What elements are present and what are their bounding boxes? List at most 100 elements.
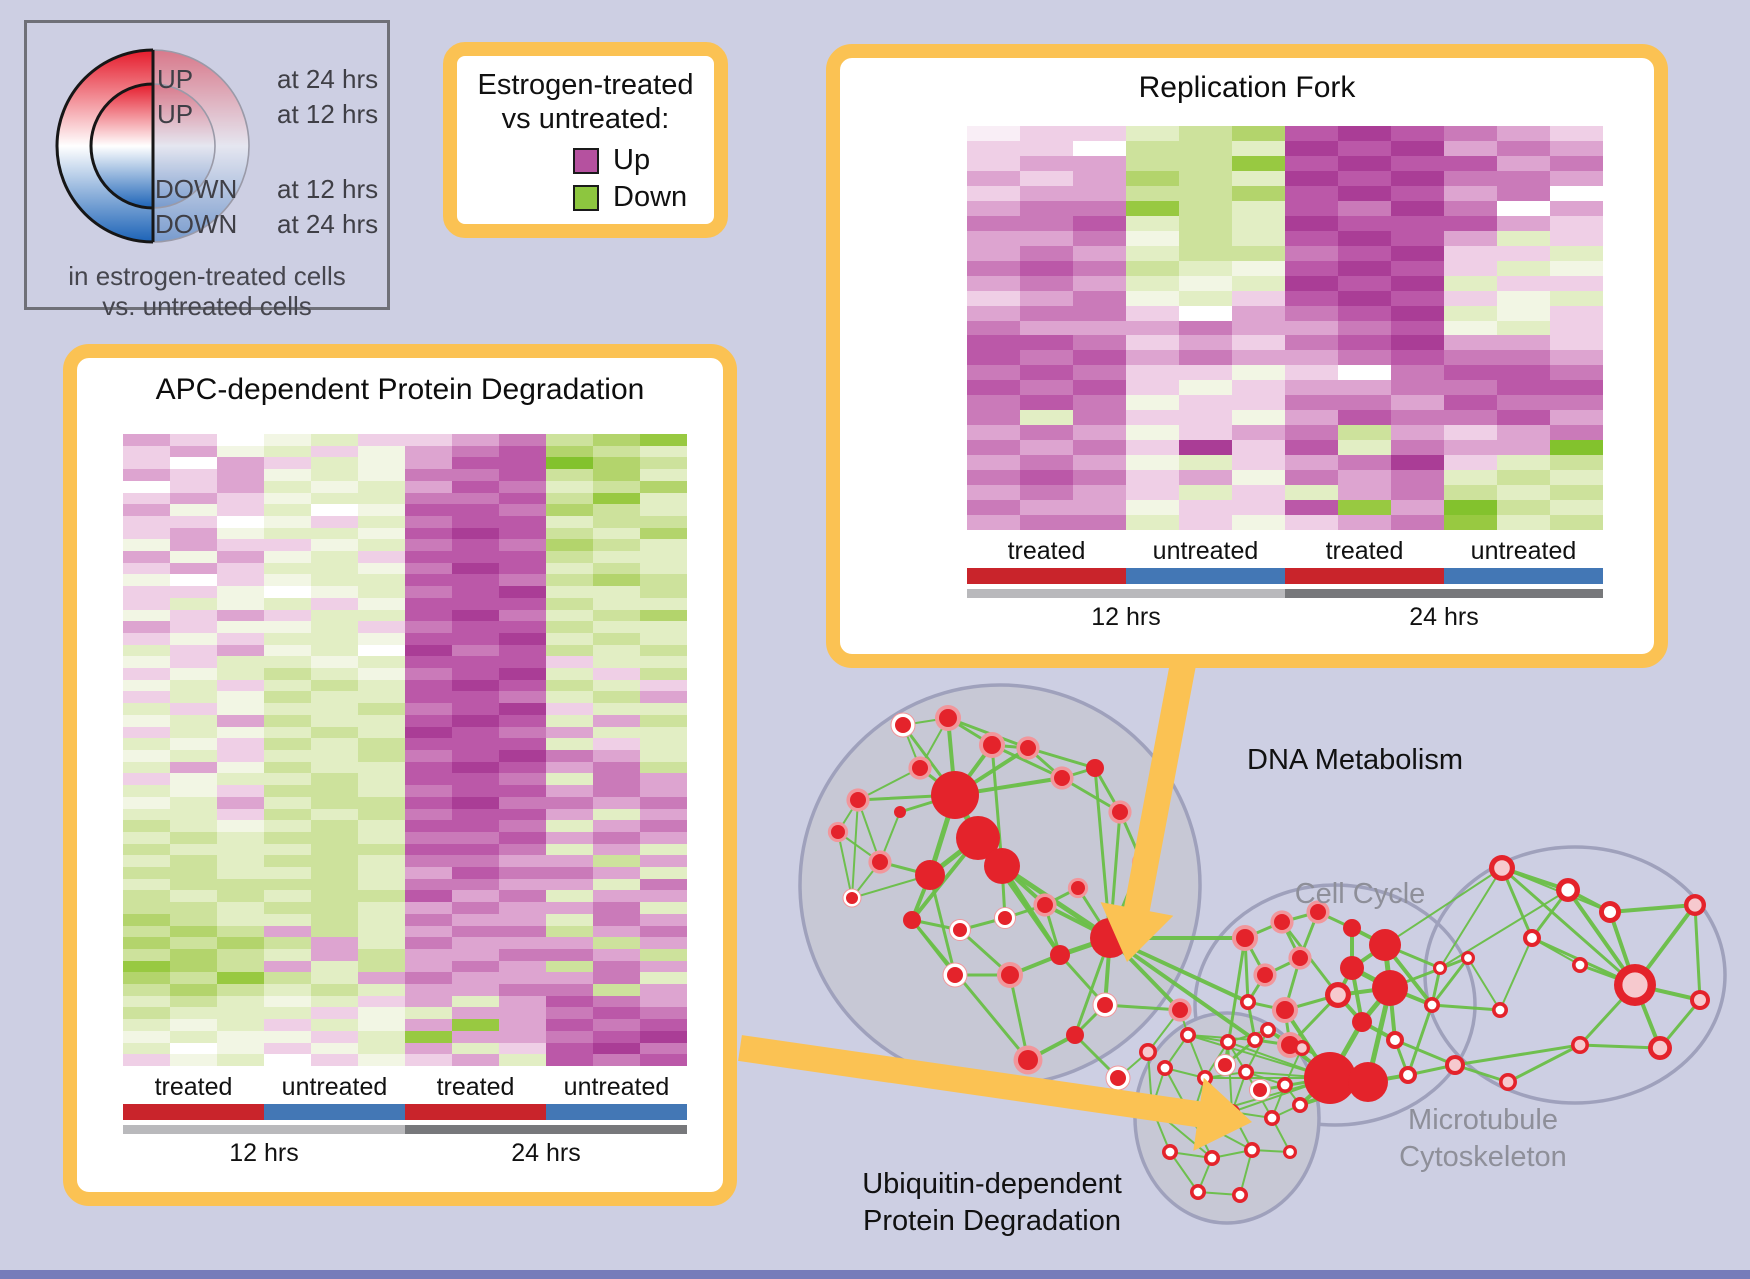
- heatmap-cell: [1020, 305, 1073, 321]
- time-label: 24 hrs: [1409, 603, 1479, 631]
- network-node-solid: [894, 806, 906, 818]
- heatmap-cell: [1020, 126, 1073, 141]
- heatmap-cell: [1444, 275, 1497, 291]
- heatmap-cell: [1073, 290, 1126, 306]
- heatmap-cell: [546, 714, 593, 727]
- heatmap-cell: [1179, 320, 1232, 336]
- heatmap-cell: [123, 504, 170, 516]
- network-node-ring-center: [1235, 1190, 1245, 1200]
- replication-fork-title: Replication Fork: [1138, 71, 1356, 104]
- heatmap-cell: [546, 562, 593, 575]
- heatmap-cell: [1550, 395, 1603, 411]
- heatmap-cell: [405, 1042, 452, 1055]
- ring-decoder-legend: UP at 24 hrs UP at 12 hrs DOWN at 12 hrs…: [24, 20, 390, 321]
- heatmap-cell: [1550, 455, 1603, 471]
- heatmap-cell: [1179, 260, 1232, 276]
- heatmap-cell: [123, 773, 170, 786]
- arrow-apc-to-ubiquitin: [738, 1035, 1252, 1151]
- heatmap-cell: [452, 714, 499, 727]
- network-node-solid: [903, 911, 921, 929]
- heatmap-cell: [1179, 500, 1232, 516]
- heatmap-cell: [311, 1042, 358, 1055]
- heatmap-cell: [123, 574, 170, 587]
- heatmap-cell: [1285, 155, 1338, 171]
- network-node-ring-center: [1243, 997, 1253, 1007]
- heatmap-cell: [170, 808, 217, 821]
- heatmap-cell: [1285, 126, 1338, 141]
- heatmap-cell: [1550, 260, 1603, 276]
- heatmap-cell: [358, 902, 405, 914]
- network-node-ring-center: [1286, 1148, 1294, 1156]
- heatmap-cell: [405, 668, 452, 680]
- condition-bar-segment: [1126, 568, 1285, 584]
- heatmap-cell: [1179, 305, 1232, 321]
- network-node-white-ring-core: [1218, 1058, 1232, 1072]
- heatmap-cell: [123, 539, 170, 552]
- heatmap-cell: [967, 275, 1020, 291]
- heatmap-cell: [405, 644, 452, 657]
- heatmap-cell: [405, 796, 452, 809]
- heatmap-cell: [311, 562, 358, 575]
- heatmap-cell: [123, 796, 170, 809]
- heatmap-cell: [1497, 350, 1550, 366]
- network-node-ring-center: [1241, 1067, 1251, 1077]
- network-node-halo-core: [1292, 950, 1308, 966]
- heatmap-cell: [546, 796, 593, 809]
- heatmap-cell: [499, 1030, 546, 1043]
- ring-label-at24: at 24 hrs: [277, 64, 379, 94]
- condition-label: untreated: [563, 1073, 670, 1101]
- network-node-ring-center: [1603, 905, 1617, 919]
- heatmap-cell: [546, 750, 593, 762]
- heatmap-cell: [1391, 260, 1444, 276]
- heatmap-cell: [358, 445, 405, 458]
- heatmap-cell: [123, 434, 170, 446]
- heatmap-cell: [546, 738, 593, 750]
- heatmap-cell: [123, 738, 170, 750]
- heatmap-cell: [1020, 290, 1073, 306]
- heatmap-cell: [546, 1030, 593, 1043]
- heatmap-cell: [1497, 185, 1550, 201]
- heatmap-cell: [170, 668, 217, 680]
- heatmap-cell: [123, 621, 170, 633]
- heatmap-cell: [311, 785, 358, 797]
- down-color-swatch: [573, 184, 599, 211]
- heatmap-cell: [640, 831, 687, 844]
- heatmap-cell: [499, 808, 546, 821]
- heatmap-cell: [311, 527, 358, 540]
- heatmap-cell: [1126, 395, 1179, 411]
- heatmap-cell: [217, 492, 264, 505]
- network-node-white-ring-core: [998, 911, 1012, 925]
- network-edge: [1499, 937, 1533, 1011]
- network-node-solid: [1340, 956, 1364, 980]
- heatmap-cell: [405, 562, 452, 575]
- heatmap-cell: [640, 995, 687, 1008]
- heatmap-cell: [217, 1054, 264, 1066]
- heatmap-cell: [1497, 275, 1550, 291]
- heatmap-cell: [640, 480, 687, 493]
- heatmap-cell: [593, 434, 640, 446]
- heatmap-cell: [1391, 440, 1444, 456]
- heatmap-cell: [170, 609, 217, 622]
- heatmap-cell: [311, 1007, 358, 1020]
- heatmap-cell: [1550, 170, 1603, 186]
- heatmap-cell: [593, 632, 640, 645]
- heatmap-cell: [264, 808, 311, 821]
- heatmap-cell: [1126, 185, 1179, 201]
- heatmap-cell: [358, 586, 405, 598]
- heatmap-cell: [1073, 126, 1126, 141]
- heatmap-cell: [123, 831, 170, 844]
- heatmap-cell: [405, 515, 452, 528]
- heatmap-cell: [1232, 485, 1285, 501]
- network-node-ring-center: [1267, 1113, 1277, 1123]
- heatmap-cell: [546, 434, 593, 446]
- heatmap-cell: [967, 410, 1020, 426]
- heatmap-cell: [1391, 380, 1444, 396]
- heatmap-cell: [499, 984, 546, 996]
- heatmap-cell: [593, 679, 640, 692]
- heatmap-cell: [170, 972, 217, 985]
- heatmap-cell: [1444, 395, 1497, 411]
- heatmap-cell: [1285, 425, 1338, 441]
- heatmap-cell: [311, 714, 358, 727]
- condition-label: treated: [1325, 537, 1404, 565]
- heatmap-cell: [170, 937, 217, 949]
